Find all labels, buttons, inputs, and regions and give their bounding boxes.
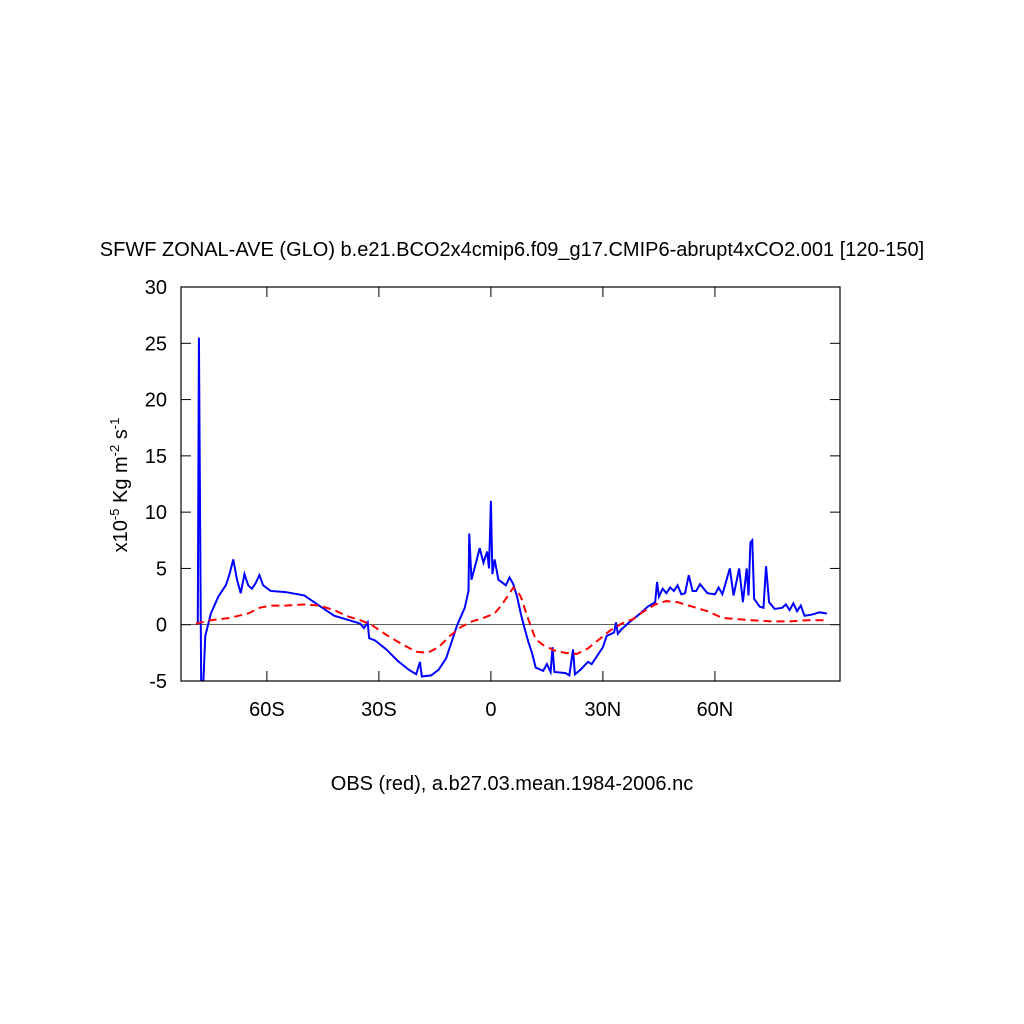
y-label-part: -1 (107, 418, 122, 430)
y-tick-label: 30 (145, 277, 167, 299)
y-tick-label: 5 (156, 558, 167, 580)
chart-title: SFWF ZONAL-AVE (GLO) b.e21.BCO2x4cmip6.f… (100, 239, 924, 261)
y-tick-label: 0 (156, 615, 167, 637)
y-label-part: -2 (107, 445, 122, 457)
y-tick-label: 15 (145, 446, 167, 468)
plot-frame (180, 286, 841, 682)
y-label-part: Kg m (110, 456, 132, 508)
x-tick-label: 60N (697, 699, 734, 721)
y-tick-label: 25 (145, 333, 167, 355)
y-label-part: x10 (110, 520, 132, 552)
x-tick-label: 0 (485, 699, 496, 721)
x-tick-label: 30N (585, 699, 622, 721)
y-label-part: s (110, 429, 132, 445)
y-tick-label: 20 (145, 390, 167, 412)
caption: OBS (red), a.b27.03.mean.1984-2006.nc (331, 773, 693, 795)
y-label-part: -5 (107, 509, 122, 521)
x-tick-label: 30S (361, 699, 397, 721)
series-line (196, 337, 828, 681)
y-tick-label: -5 (149, 671, 167, 693)
y-tick-label: 10 (145, 502, 167, 524)
series-line (195, 586, 827, 656)
y-axis-label: x10-5 Kg m-2 s-1 (107, 418, 132, 553)
x-tick-label: 60S (249, 699, 285, 721)
